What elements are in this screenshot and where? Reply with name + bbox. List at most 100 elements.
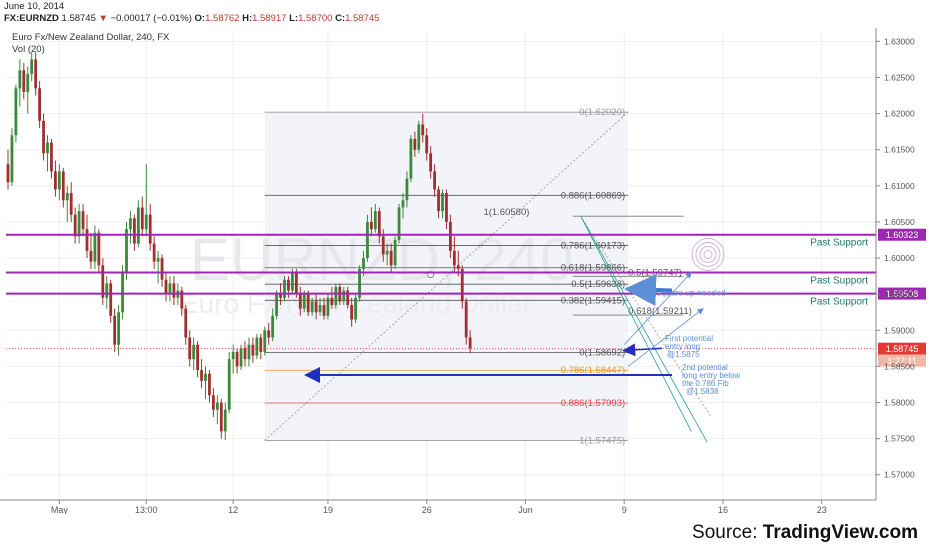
candle-down: [172, 283, 176, 298]
open-value: 1.58762: [205, 13, 240, 24]
annotation-first-entry: entry long: [665, 342, 700, 351]
candle-up: [93, 232, 97, 262]
candle-down: [413, 138, 417, 150]
high-label: H:: [242, 13, 253, 24]
candle-down: [196, 344, 199, 370]
y-tick-label: 1.58500: [884, 361, 915, 371]
candle-down: [370, 221, 373, 230]
candle-up: [283, 279, 286, 298]
candle-down: [322, 305, 326, 316]
candle-down: [235, 351, 239, 367]
candle-up: [144, 214, 148, 230]
candle-down: [445, 193, 448, 222]
candle-down: [425, 135, 429, 154]
source-brand: TradingView.com: [762, 522, 918, 543]
annotation-second-entry: the 0.786 Fib: [682, 379, 729, 388]
y-tick-label: 1.61500: [884, 145, 915, 155]
candle-down: [50, 142, 53, 172]
candle-down: [389, 250, 393, 266]
y-tick-label: 1.59500: [884, 289, 915, 299]
candle-up: [385, 250, 389, 255]
support-label: Past Support: [810, 276, 868, 287]
x-tick-label: 26: [422, 505, 432, 514]
candle-down: [89, 250, 93, 262]
candle-up: [30, 59, 34, 74]
candle-down: [184, 308, 188, 338]
x-tick-label: 16: [718, 505, 728, 514]
close-value: 1.58745: [345, 13, 380, 24]
candle-down: [350, 305, 354, 320]
down-arrow-icon: ▼: [98, 13, 108, 24]
candle-down: [433, 171, 436, 190]
current-price-label: 1.58745: [886, 344, 919, 354]
candle-down: [377, 211, 381, 237]
candle-up: [168, 283, 172, 295]
source-credit: Source: TradingView.com: [692, 522, 918, 544]
candle-up: [373, 211, 377, 230]
projection-arrow: [623, 271, 692, 345]
candle-up: [326, 297, 330, 316]
candle-up: [358, 268, 361, 298]
y-tick-label: 1.58000: [884, 398, 915, 408]
candle-down: [42, 120, 45, 154]
candle-down: [294, 272, 298, 295]
candle-down: [287, 279, 290, 291]
candle-up: [18, 70, 22, 89]
fib-level-label: 0(1.58692): [579, 348, 625, 359]
candle-up: [255, 337, 259, 356]
candle-down: [219, 402, 223, 432]
candle-up: [156, 258, 160, 262]
open-label: O:: [194, 13, 206, 24]
candle-up: [215, 402, 219, 410]
chart-header: June 10, 2014 FX:EURNZD 1.58745 ▼ −0.000…: [0, 0, 932, 28]
y-tick-label: 1.63000: [884, 36, 915, 46]
candle-up: [441, 193, 444, 212]
candle-up: [247, 344, 251, 360]
candle-up: [129, 218, 132, 230]
candle-up: [271, 315, 275, 338]
fib-level-label: 0.886(1.57993): [561, 398, 625, 409]
candle-down: [164, 279, 168, 295]
candle-down: [306, 294, 310, 313]
volume-label: Vol (20): [12, 44, 45, 55]
candle-down: [251, 344, 255, 356]
x-tick-label: 12: [228, 505, 238, 514]
candle-down: [208, 373, 211, 396]
low-label: L:: [289, 13, 299, 24]
candle-up: [401, 200, 405, 208]
candle-down: [34, 59, 38, 89]
annotation-first-entry: @1.5875: [667, 350, 700, 359]
candle-up: [302, 294, 306, 309]
candle-down: [449, 221, 452, 251]
target-circle: [695, 242, 721, 267]
candle-down: [160, 258, 164, 280]
fib-trendline: [264, 111, 629, 441]
fib-level-label: 0.382(1.59415): [561, 295, 625, 306]
chart-title: Euro Fx/New Zealand Dollar, 240, FX: [12, 32, 170, 43]
candle-up: [77, 211, 81, 237]
low-value: 1.58700: [298, 13, 333, 24]
x-tick-label: 13:00: [135, 505, 158, 514]
candle-down: [180, 290, 184, 309]
candle-up: [291, 272, 294, 291]
price-tag-label: 1.60323: [886, 230, 919, 240]
projection-arrow: [627, 308, 704, 367]
fan-line: [580, 215, 708, 443]
fib-level-label: 1(1.57475): [579, 435, 625, 446]
fib-level-label: 0.618(1.59866): [561, 263, 625, 274]
symbol-name: FX:EURNZD: [4, 13, 59, 24]
candle-up: [136, 207, 140, 244]
candle-down: [267, 330, 271, 338]
price-change: −0.00017 (−0.01%): [110, 13, 192, 24]
candle-down: [38, 88, 41, 121]
candle-down: [314, 301, 318, 313]
candle-up: [342, 290, 346, 302]
x-tick-label: 23: [817, 505, 827, 514]
candle-up: [334, 286, 338, 305]
candle-down: [330, 297, 334, 305]
candle-down: [133, 218, 136, 244]
x-tick-label: 19: [323, 505, 333, 514]
candle-up: [231, 351, 235, 360]
candle-up: [362, 258, 365, 269]
